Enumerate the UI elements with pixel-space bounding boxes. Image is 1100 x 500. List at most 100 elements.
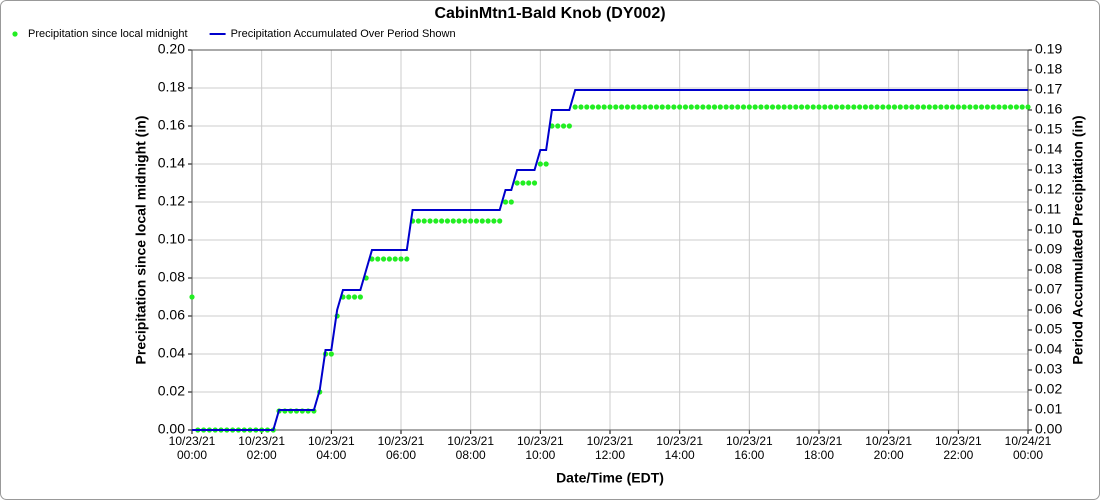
data-point bbox=[897, 104, 903, 110]
data-point bbox=[868, 104, 874, 110]
data-point bbox=[729, 104, 735, 110]
y2-tick-label: 0.08 bbox=[1035, 261, 1062, 277]
y2-tick-label: 0.12 bbox=[1035, 181, 1062, 197]
data-point bbox=[351, 294, 358, 300]
data-point bbox=[398, 256, 404, 262]
data-point bbox=[491, 218, 497, 224]
data-point bbox=[619, 104, 625, 110]
data-point bbox=[589, 104, 596, 110]
x-tick-label: 10/23/21 12:00 bbox=[586, 434, 634, 462]
data-point bbox=[485, 218, 491, 224]
data-point bbox=[961, 104, 967, 110]
y2-tick-label: 0.19 bbox=[1035, 41, 1062, 57]
y2-tick-label: 0.14 bbox=[1035, 141, 1062, 157]
data-point bbox=[560, 123, 567, 129]
data-point bbox=[671, 104, 677, 110]
x-tick-label: 10/23/21 18:00 bbox=[795, 434, 843, 462]
plot-border bbox=[191, 49, 1029, 431]
data-point bbox=[880, 104, 886, 110]
legend-label: Precipitation Accumulated Over Period Sh… bbox=[231, 28, 456, 40]
data-point bbox=[595, 104, 601, 110]
data-point bbox=[328, 351, 334, 357]
data-point bbox=[787, 104, 793, 110]
data-point bbox=[978, 104, 985, 110]
y2-tick-label: 0.11 bbox=[1035, 201, 1061, 217]
data-point bbox=[642, 104, 648, 110]
data-point bbox=[601, 104, 607, 110]
legend-label: Precipitation since local midnight bbox=[28, 28, 188, 40]
data-point bbox=[502, 199, 509, 205]
data-point bbox=[967, 104, 973, 110]
data-point bbox=[415, 218, 422, 224]
data-point bbox=[444, 218, 451, 224]
data-point bbox=[624, 104, 631, 110]
data-point bbox=[572, 104, 578, 110]
y-tick-label: 0.18 bbox=[158, 79, 185, 95]
data-point bbox=[932, 104, 938, 110]
y2-tick-label: 0.07 bbox=[1035, 281, 1062, 297]
y2-axis-label: Period Accumulated Precipitation (in) bbox=[1070, 115, 1086, 364]
data-point bbox=[938, 104, 944, 110]
x-tick-label: 10/24/21 00:00 bbox=[1004, 434, 1052, 462]
x-tick-label: 10/23/21 16:00 bbox=[725, 434, 773, 462]
data-point bbox=[375, 256, 381, 262]
data-point bbox=[845, 104, 851, 110]
data-point bbox=[944, 104, 950, 110]
y2-tick-label: 0.05 bbox=[1035, 321, 1062, 337]
data-point bbox=[700, 104, 706, 110]
data-point bbox=[421, 218, 427, 224]
data-point bbox=[659, 104, 665, 110]
x-tick-label: 10/23/21 08:00 bbox=[447, 434, 495, 462]
data-point bbox=[740, 104, 747, 110]
data-point bbox=[514, 180, 520, 186]
y-tick-label: 0.02 bbox=[158, 383, 185, 399]
data-point bbox=[439, 218, 445, 224]
y2-tick-label: 0.16 bbox=[1035, 101, 1062, 117]
y-tick-label: 0.10 bbox=[158, 231, 185, 247]
data-point bbox=[798, 104, 805, 110]
data-point bbox=[404, 256, 410, 262]
y2-tick-label: 0.15 bbox=[1035, 121, 1062, 137]
chart-title: CabinMtn1-Bald Knob (DY002) bbox=[434, 5, 665, 22]
data-point bbox=[769, 104, 776, 110]
data-point bbox=[630, 104, 636, 110]
data-point bbox=[479, 218, 485, 224]
data-point bbox=[816, 104, 822, 110]
y-tick-label: 0.08 bbox=[158, 269, 185, 285]
data-point bbox=[543, 161, 549, 167]
data-point bbox=[682, 104, 689, 110]
data-point bbox=[473, 218, 480, 224]
data-point bbox=[537, 161, 543, 167]
data-point bbox=[456, 218, 462, 224]
data-point bbox=[636, 104, 642, 110]
y-tick-label: 0.16 bbox=[158, 117, 185, 133]
data-point bbox=[677, 104, 683, 110]
data-point bbox=[717, 104, 723, 110]
data-point bbox=[380, 256, 387, 262]
x-tick-label: 10/23/21 10:00 bbox=[516, 434, 564, 462]
data-point bbox=[973, 104, 979, 110]
x-tick-label: 10/23/21 22:00 bbox=[934, 434, 982, 462]
data-point bbox=[839, 104, 845, 110]
data-point bbox=[1013, 104, 1019, 110]
data-point bbox=[990, 104, 996, 110]
data-point bbox=[584, 104, 590, 110]
data-point bbox=[746, 104, 752, 110]
y2-tick-label: 0.13 bbox=[1035, 161, 1062, 177]
data-point bbox=[427, 218, 433, 224]
data-point bbox=[909, 104, 915, 110]
x-tick-label: 10/23/21 06:00 bbox=[377, 434, 425, 462]
data-point bbox=[833, 104, 840, 110]
data-point bbox=[903, 104, 909, 110]
data-point bbox=[520, 180, 526, 186]
data-point bbox=[531, 180, 538, 186]
data-point bbox=[752, 104, 758, 110]
data-point bbox=[920, 104, 927, 110]
data-point bbox=[857, 104, 863, 110]
data-point bbox=[653, 104, 660, 110]
legend-marker bbox=[12, 31, 18, 37]
data-point bbox=[433, 218, 439, 224]
y2-tick-label: 0.04 bbox=[1035, 341, 1062, 357]
